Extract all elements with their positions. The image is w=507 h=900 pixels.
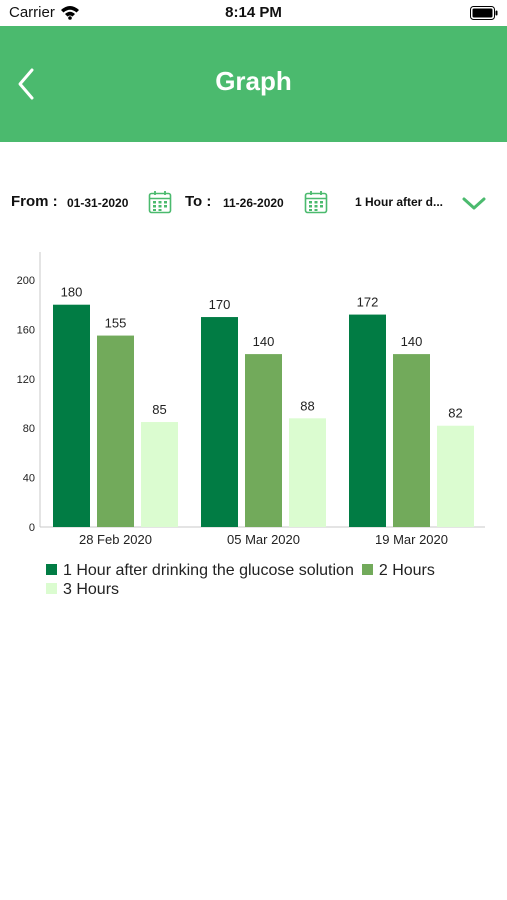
bar	[437, 425, 474, 527]
y-tick-label: 40	[23, 473, 35, 485]
bar	[97, 335, 134, 527]
bar	[393, 354, 430, 527]
wifi-icon	[60, 4, 80, 24]
bar-chart: 0 40 80 120 160 200 180 155 85 28 Feb 2020 170 140 8…	[17, 252, 485, 547]
bar-value-label: 88	[300, 398, 314, 413]
reading-type-dropdown[interactable]: 1 Hour after d...	[355, 190, 495, 216]
legend-item: 1 Hour after drinking the glucose soluti…	[46, 561, 354, 580]
from-label: From :	[11, 193, 58, 210]
calendar-icon	[148, 191, 172, 214]
bar	[53, 304, 90, 527]
bar-value-label: 85	[152, 402, 166, 417]
legend-swatch	[46, 583, 57, 594]
chevron-down-icon	[461, 193, 487, 216]
carrier-label: Carrier	[9, 4, 55, 21]
bar	[201, 317, 238, 527]
chevron-left-icon	[18, 68, 34, 100]
bar-value-label: 172	[357, 295, 379, 310]
to-date-field[interactable]: 11-26-2020	[223, 196, 284, 210]
status-time: 8:14 PM	[225, 4, 282, 21]
bar-value-label: 140	[401, 334, 423, 349]
legend-label: 2 Hours	[378, 562, 435, 579]
bar-value-label: 170	[209, 297, 231, 312]
bar	[245, 354, 282, 527]
legend-label: 1 Hour after drinking the glucose soluti…	[63, 562, 354, 579]
x-tick-label: 28 Feb 2020	[79, 532, 152, 547]
y-tick-label: 200	[17, 275, 35, 287]
dropdown-selected-value: 1 Hour after d...	[355, 195, 444, 209]
bar	[349, 314, 386, 527]
back-button[interactable]	[12, 62, 46, 106]
calendar-icon	[304, 191, 328, 214]
battery-icon	[470, 6, 498, 24]
to-label: To :	[185, 193, 212, 210]
to-calendar-button[interactable]	[304, 190, 328, 217]
y-tick-label: 160	[17, 324, 35, 336]
bar-value-label: 155	[105, 316, 127, 331]
x-tick-label: 05 Mar 2020	[227, 532, 300, 547]
legend-swatch	[46, 564, 57, 575]
from-calendar-button[interactable]	[148, 190, 172, 217]
page-title: Graph	[215, 66, 292, 96]
x-tick-label: 19 Mar 2020	[375, 532, 448, 547]
from-date-field[interactable]: 01-31-2020	[67, 196, 129, 210]
y-tick-label: 80	[23, 423, 35, 435]
bar	[141, 422, 178, 527]
bar-value-label: 82	[448, 406, 462, 421]
y-tick-label: 0	[29, 522, 35, 534]
legend-item: 3 Hours	[46, 580, 119, 599]
chart-legend: 1 Hour after drinking the glucose soluti…	[46, 561, 486, 599]
status-bar: Carrier 8:14 PM	[0, 0, 507, 26]
y-tick-label: 120	[17, 374, 35, 386]
legend-label: 3 Hours	[63, 581, 120, 598]
bar-value-label: 140	[253, 334, 275, 349]
bar-value-label: 180	[61, 285, 83, 300]
legend-item: 2 Hours	[361, 561, 435, 580]
date-filter-row: From : 01-31-2020 To : 11-26-2020	[0, 186, 507, 220]
bar	[289, 418, 326, 527]
legend-swatch	[361, 564, 373, 575]
nav-bar: Graph	[0, 26, 507, 142]
